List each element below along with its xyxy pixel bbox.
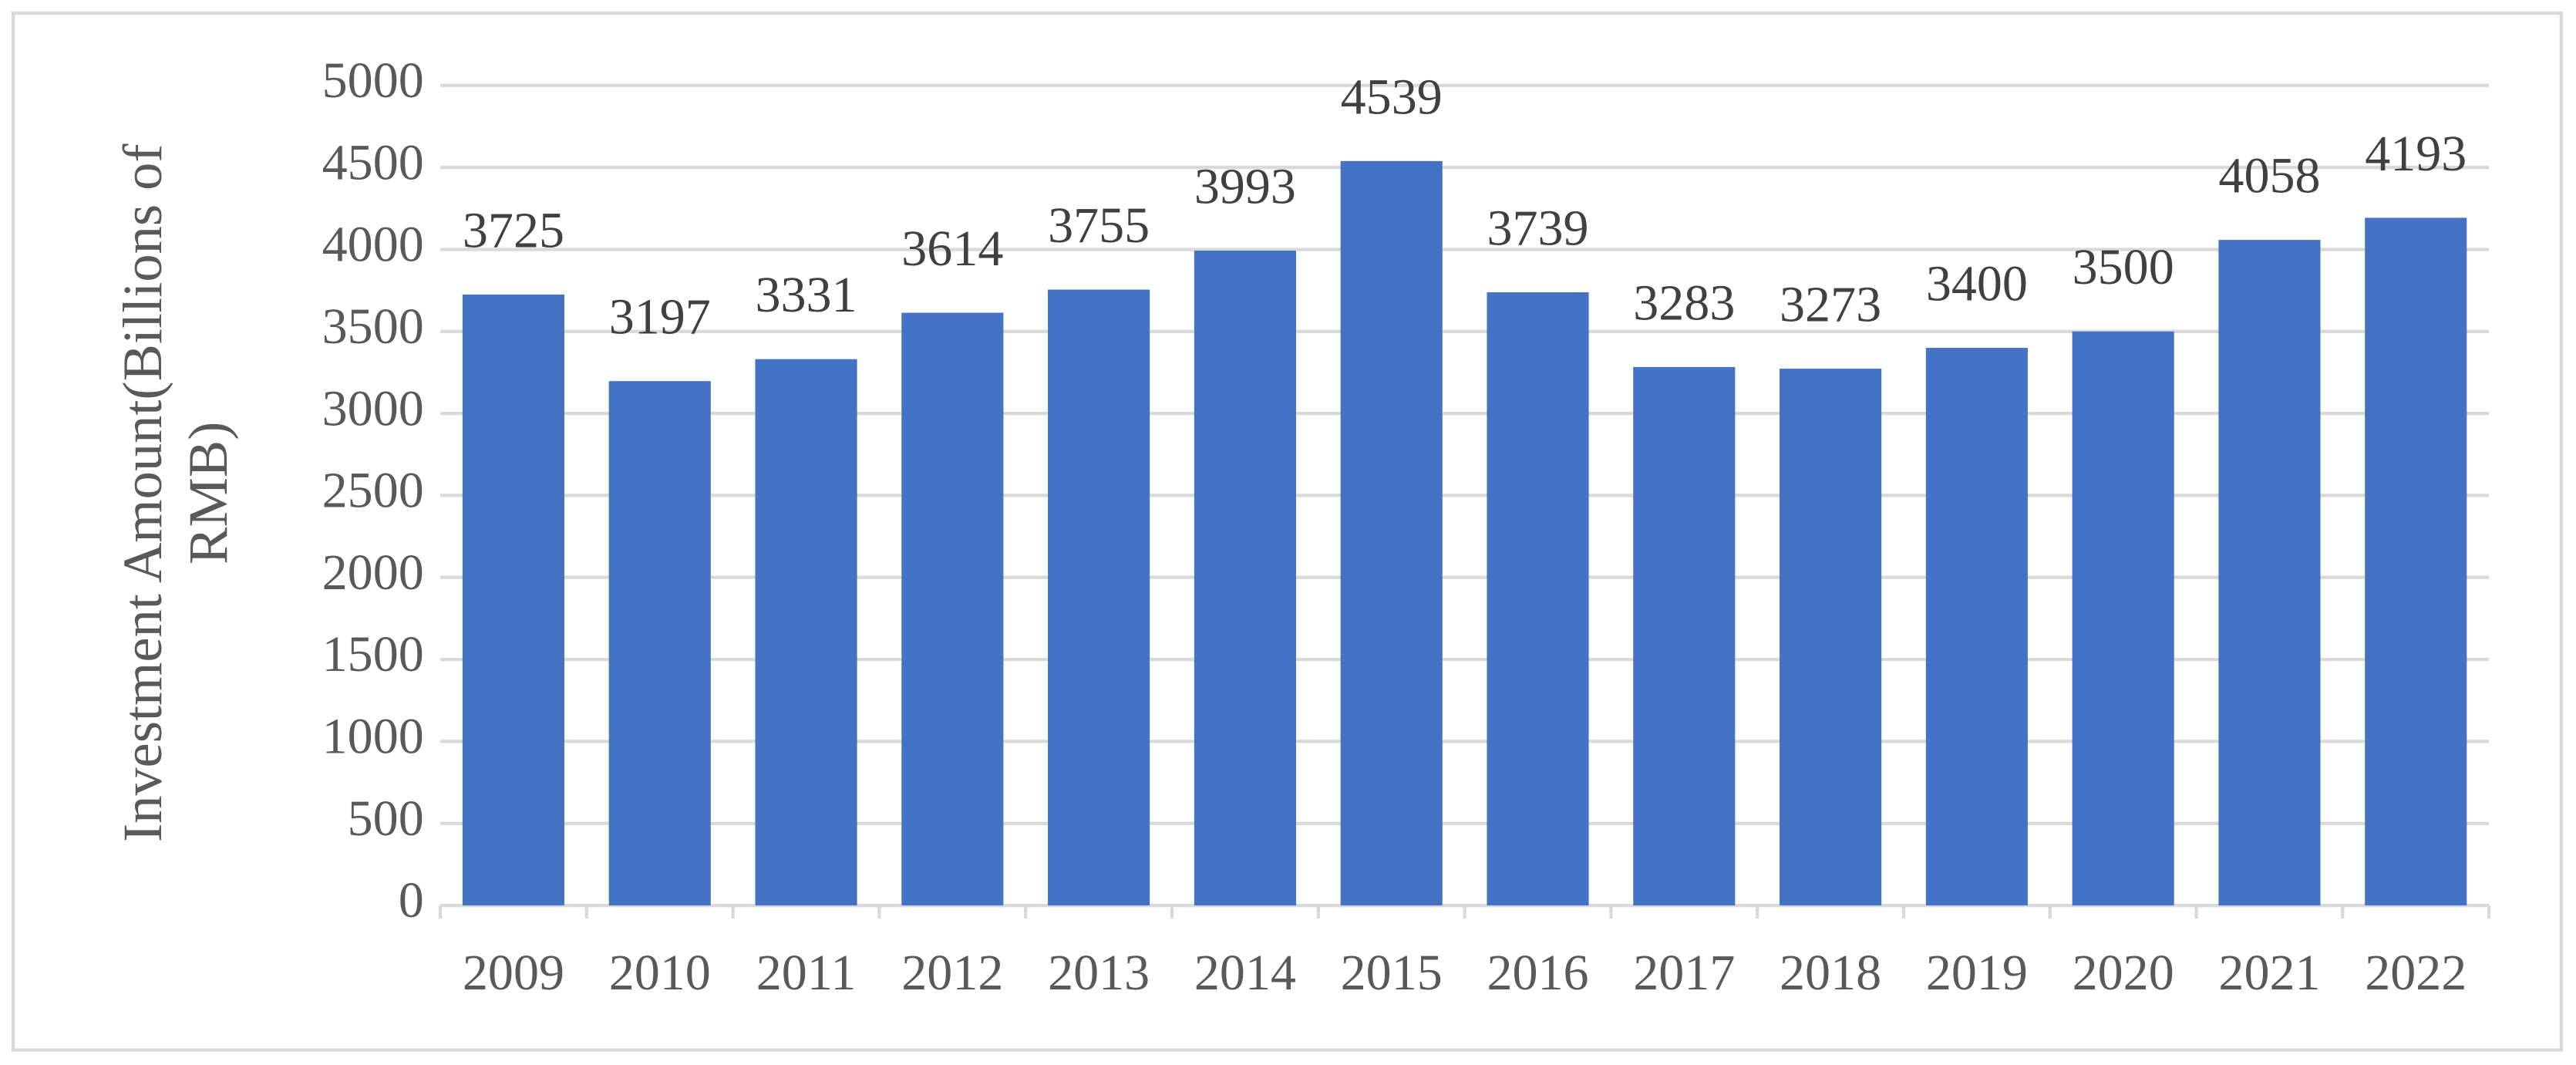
bar [462,294,565,906]
y-axis-title: Investment Amount(Billions of RMB) [113,143,241,843]
y-tick-label: 4500 [322,134,424,190]
bar [2365,217,2467,906]
bar [1780,369,1882,906]
y-tick-label: 0 [399,872,424,929]
data-label: 3197 [609,289,711,345]
y-tick-label: 4000 [322,217,424,273]
y-tick-label: 1000 [322,709,424,765]
x-tick-label: 2009 [463,945,564,1001]
bar [755,359,857,906]
bar [2072,331,2174,906]
data-label: 3739 [1487,200,1588,256]
data-label: 3331 [755,267,857,323]
data-label: 3283 [1633,275,1735,331]
bar [1633,366,1736,906]
x-tick-label: 2018 [1780,945,1881,1001]
x-tick-label: 2021 [2218,945,2320,1001]
y-tick-label: 3000 [322,380,424,436]
data-label: 3755 [1048,197,1150,254]
x-tick-label: 2020 [2073,945,2174,1001]
y-tick-label: 5000 [322,52,424,109]
x-tick-label: 2016 [1487,945,1588,1001]
bar [1048,289,1150,906]
x-tick-label: 2017 [1633,945,1735,1001]
x-tick-label: 2015 [1341,945,1443,1001]
y-tick-label: 1500 [322,626,424,682]
bar [1194,250,1296,906]
x-tick-label: 2011 [756,945,857,1001]
y-tick-label: 2000 [322,544,424,601]
data-label: 3725 [463,202,564,258]
bar [1925,348,2028,906]
data-label: 4539 [1341,69,1443,125]
data-label: 4193 [2365,126,2467,182]
bar [2218,240,2321,906]
y-tick-label: 2500 [322,463,424,519]
data-label: 3993 [1194,158,1296,214]
bar [608,381,711,906]
bar [901,312,1004,906]
data-label: 3500 [2073,239,2174,295]
x-tick-label: 2012 [901,945,1003,1001]
y-tick-label: 3500 [322,298,424,355]
bar [1487,292,1589,906]
y-tick-label: 500 [348,790,424,847]
x-tick-label: 2010 [609,945,711,1001]
x-tick-label: 2013 [1048,945,1150,1001]
data-label: 3400 [1926,255,2028,312]
data-label: 4058 [2218,148,2320,204]
x-tick-label: 2019 [1926,945,2028,1001]
data-label: 3614 [901,221,1003,277]
x-tick-label: 2014 [1194,945,1296,1001]
bar [1340,160,1443,906]
data-label: 3273 [1780,277,1881,333]
x-tick-label: 2022 [2365,945,2467,1001]
